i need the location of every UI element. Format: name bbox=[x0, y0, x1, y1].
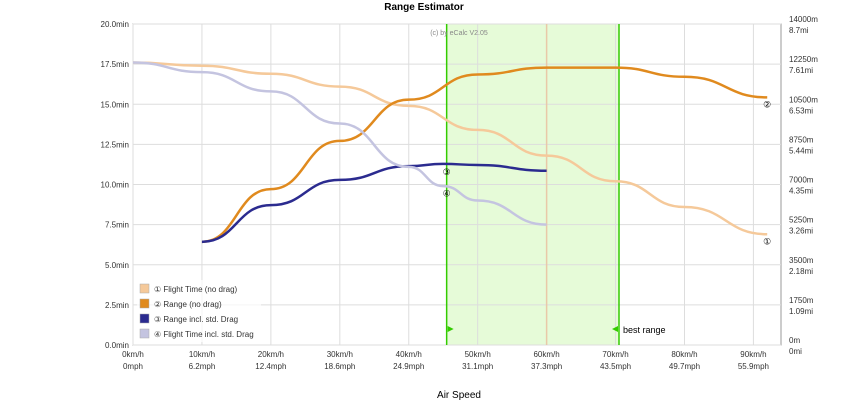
best-range-label: best range bbox=[623, 325, 666, 335]
series-marker-1: ① bbox=[763, 237, 771, 247]
y-right-tick-label-mi: 0mi bbox=[789, 347, 802, 356]
series-line-1 bbox=[132, 61, 768, 236]
x-tick-label-kmh: 90km/h bbox=[740, 350, 766, 359]
y-left-tick-label: 0.0min bbox=[105, 341, 129, 350]
y-right-tick-label-mi: 3.26mi bbox=[789, 227, 813, 236]
x-tick-label-kmh: 40km/h bbox=[396, 350, 422, 359]
y-right-tick-label-m: 14000m bbox=[789, 15, 818, 24]
y-left-tick-label: 15.0min bbox=[101, 100, 129, 109]
legend-swatch bbox=[139, 283, 150, 294]
x-tick-label-kmh: 70km/h bbox=[602, 350, 628, 359]
x-tick-label-mph: 6.2mph bbox=[189, 362, 216, 371]
y-right-tick-label-m: 0m bbox=[789, 336, 800, 345]
legend-label: ① Flight Time (no drag) bbox=[154, 285, 238, 294]
series-marker-3: ③ bbox=[443, 168, 451, 178]
y-right-tick-label-mi: 1.09mi bbox=[789, 307, 813, 316]
y-right-tick-label-m: 8750m bbox=[789, 135, 814, 144]
y-right-tick-label-mi: 8.7mi bbox=[789, 26, 809, 35]
series-marker-4: ④ bbox=[443, 190, 451, 200]
y-right-tick-label-m: 3500m bbox=[789, 256, 814, 265]
x-tick-label-mph: 55.9mph bbox=[738, 362, 769, 371]
legend-box bbox=[137, 280, 261, 342]
series-line-4 bbox=[132, 61, 547, 226]
y-right-tick-label-mi: 5.44mi bbox=[789, 146, 813, 155]
series-line-2 bbox=[201, 66, 768, 244]
x-tick-label-kmh: 10km/h bbox=[189, 350, 215, 359]
legend-label: ④ Flight Time incl. std. Drag bbox=[154, 330, 254, 339]
x-tick-label-kmh: 80km/h bbox=[671, 350, 697, 359]
y-left-tick-label: 17.5min bbox=[101, 60, 129, 69]
legend-swatch bbox=[139, 328, 150, 339]
y-left-tick-label: 2.5min bbox=[105, 301, 129, 310]
x-tick-label-mph: 37.3mph bbox=[531, 362, 562, 371]
legend-label: ③ Range incl. std. Drag bbox=[154, 315, 238, 324]
y-right-tick-label-mi: 6.53mi bbox=[789, 106, 813, 115]
y-left-tick-label: 20.0min bbox=[101, 20, 129, 29]
y-right-tick-label-m: 12250m bbox=[789, 55, 818, 64]
x-tick-label-mph: 18.6mph bbox=[324, 362, 355, 371]
y-left-tick-label: 10.0min bbox=[101, 181, 129, 190]
x-tick-label-mph: 49.7mph bbox=[669, 362, 700, 371]
y-right-tick-label-mi: 4.35mi bbox=[789, 187, 813, 196]
legend-swatch bbox=[139, 298, 150, 309]
y-left-tick-label: 7.5min bbox=[105, 221, 129, 230]
band-arrow-right bbox=[612, 326, 618, 332]
series-marker-2: ② bbox=[763, 100, 771, 110]
legend-label: ② Range (no drag) bbox=[154, 300, 222, 309]
y-left-tick-label: 5.0min bbox=[105, 261, 129, 270]
x-tick-label-kmh: 20km/h bbox=[258, 350, 284, 359]
x-tick-label-mph: 24.9mph bbox=[393, 362, 424, 371]
x-axis-title: Air Speed bbox=[437, 390, 481, 401]
x-tick-label-mph: 43.5mph bbox=[600, 362, 631, 371]
y-right-tick-label-mi: 2.18mi bbox=[789, 267, 813, 276]
y-right-tick-label-m: 5250m bbox=[789, 216, 814, 225]
y-right-tick-label-m: 7000m bbox=[789, 176, 814, 185]
watermark: (c) by eCalc V2.05 bbox=[430, 30, 488, 37]
y-left-tick-label: 12.5min bbox=[101, 140, 129, 149]
x-tick-label-mph: 0mph bbox=[123, 362, 143, 371]
y-right-tick-label-m: 1750m bbox=[789, 296, 814, 305]
series-line-3 bbox=[201, 162, 547, 244]
x-tick-label-kmh: 0km/h bbox=[122, 350, 144, 359]
x-tick-label-mph: 12.4mph bbox=[255, 362, 286, 371]
band-arrow-left bbox=[447, 326, 454, 332]
y-right-tick-label-mi: 7.61mi bbox=[789, 66, 813, 75]
chart-title: Range Estimator bbox=[384, 2, 464, 13]
legend-swatch bbox=[139, 313, 150, 324]
x-tick-label-mph: 31.1mph bbox=[462, 362, 493, 371]
y-right-tick-label-m: 10500m bbox=[789, 95, 818, 104]
x-tick-label-kmh: 60km/h bbox=[533, 350, 559, 359]
x-tick-label-kmh: 50km/h bbox=[465, 350, 491, 359]
legend: ① Flight Time (no drag) ② Range (no drag)… bbox=[137, 280, 261, 342]
x-tick-label-kmh: 30km/h bbox=[327, 350, 353, 359]
